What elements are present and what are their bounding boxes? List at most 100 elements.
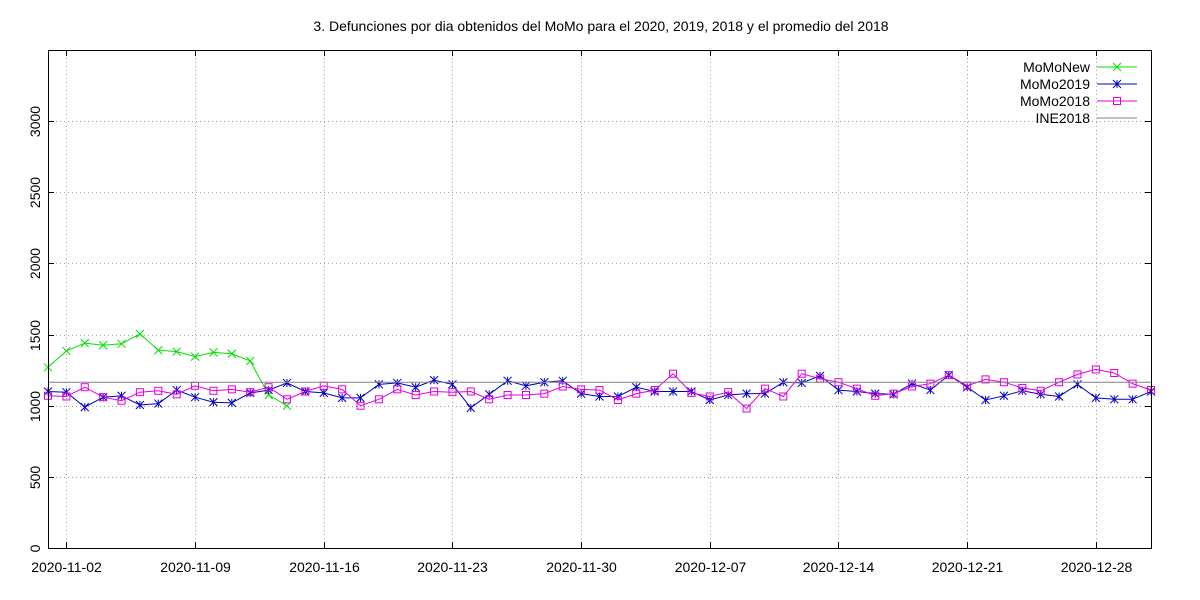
marker-stroke [981,375,990,384]
marker-stroke [797,369,806,378]
data-point [448,388,457,397]
data-point [190,352,200,361]
marker-stroke [852,384,861,393]
series-momo2019 [43,370,1156,413]
y-tick-label: 1500 [27,320,43,351]
marker-stroke [595,386,604,395]
chart-title: 3. Defunciones por dia obtenidos del MoM… [313,18,888,34]
data-point [430,387,439,396]
marker-stroke [1128,379,1137,388]
marker-stroke [1036,386,1045,395]
marker-stroke [190,352,200,361]
marker-stroke [98,340,108,350]
data-point [632,389,641,398]
data-point [1036,386,1045,395]
data-point [540,389,549,398]
data-point [411,391,420,400]
marker-stroke [209,386,218,395]
marker-stroke [356,401,365,410]
data-point [521,391,530,400]
y-tick-label: 0 [27,544,43,552]
data-point [117,391,126,401]
data-point [908,382,917,391]
data-point [1091,393,1101,403]
data-point [779,392,788,401]
data-point [484,389,494,399]
grid [48,50,1151,548]
marker-stroke [540,389,549,398]
data-point [944,371,953,380]
marker-stroke [503,391,512,400]
data-point [374,395,383,404]
data-point [227,349,237,359]
x-tick-label: 2020-11-30 [546,559,617,575]
marker-stroke [430,387,439,396]
x-tick-label: 2020-11-09 [160,559,231,575]
series-line [47,333,288,407]
marker-stroke [209,348,218,357]
data-point [981,375,990,384]
y-tick-label: 500 [27,466,43,490]
data-point [687,388,696,397]
data-point [503,376,512,386]
marker-stroke [1073,370,1082,379]
data-point [503,391,512,400]
data-point [98,340,108,350]
data-point [135,329,145,339]
legend-label: MoMo2018 [1020,93,1090,109]
marker-stroke [558,382,567,391]
legend-label: MoMo2019 [1020,76,1090,92]
x-tick-label: 2020-11-02 [31,559,102,575]
marker-stroke [338,385,347,394]
marker-stroke [227,349,237,359]
data-point [153,345,163,355]
data-point [724,388,733,397]
data-point [62,392,71,401]
data-point [1091,365,1100,374]
data-point [209,348,218,357]
marker-stroke [80,383,89,392]
data-point [80,338,90,348]
data-point [650,386,659,395]
x-tick-label: 2020-12-14 [803,559,875,575]
legend-marker [1112,62,1122,72]
marker-stroke [742,404,751,413]
data-point [1073,380,1082,389]
data-point [411,382,421,392]
marker-stroke [779,392,788,401]
data-point [172,347,182,356]
data-point [1110,368,1119,377]
marker-stroke [871,391,880,400]
data-point [650,387,660,396]
data-point [80,383,89,392]
data-point [705,392,714,401]
data-point [1073,370,1082,379]
data-point [669,369,678,378]
marker-stroke [62,392,71,401]
data-point [999,391,1009,401]
data-point [595,386,604,395]
data-point [154,386,163,395]
y-tick-label: 2000 [27,248,43,279]
data-point [135,388,144,397]
data-point [282,395,291,404]
y-tick-label: 3000 [27,106,43,137]
marker-stroke [944,371,953,380]
x-tick-label: 2020-11-16 [289,559,360,575]
marker-stroke [1110,368,1119,377]
data-point [485,395,494,404]
y-tick-label: 2500 [27,177,43,208]
data-point [1128,394,1137,404]
marker-stroke [1112,62,1122,72]
marker-stroke [908,382,917,391]
data-point [742,389,751,398]
data-point [834,385,843,395]
data-point [374,380,384,389]
series-momo2018 [44,365,1155,413]
data-point [62,346,71,356]
data-point [1128,379,1137,388]
data-point [466,387,475,396]
data-point [429,375,439,385]
data-point [264,383,273,392]
